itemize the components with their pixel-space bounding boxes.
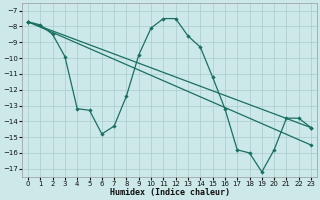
- X-axis label: Humidex (Indice chaleur): Humidex (Indice chaleur): [109, 188, 229, 197]
